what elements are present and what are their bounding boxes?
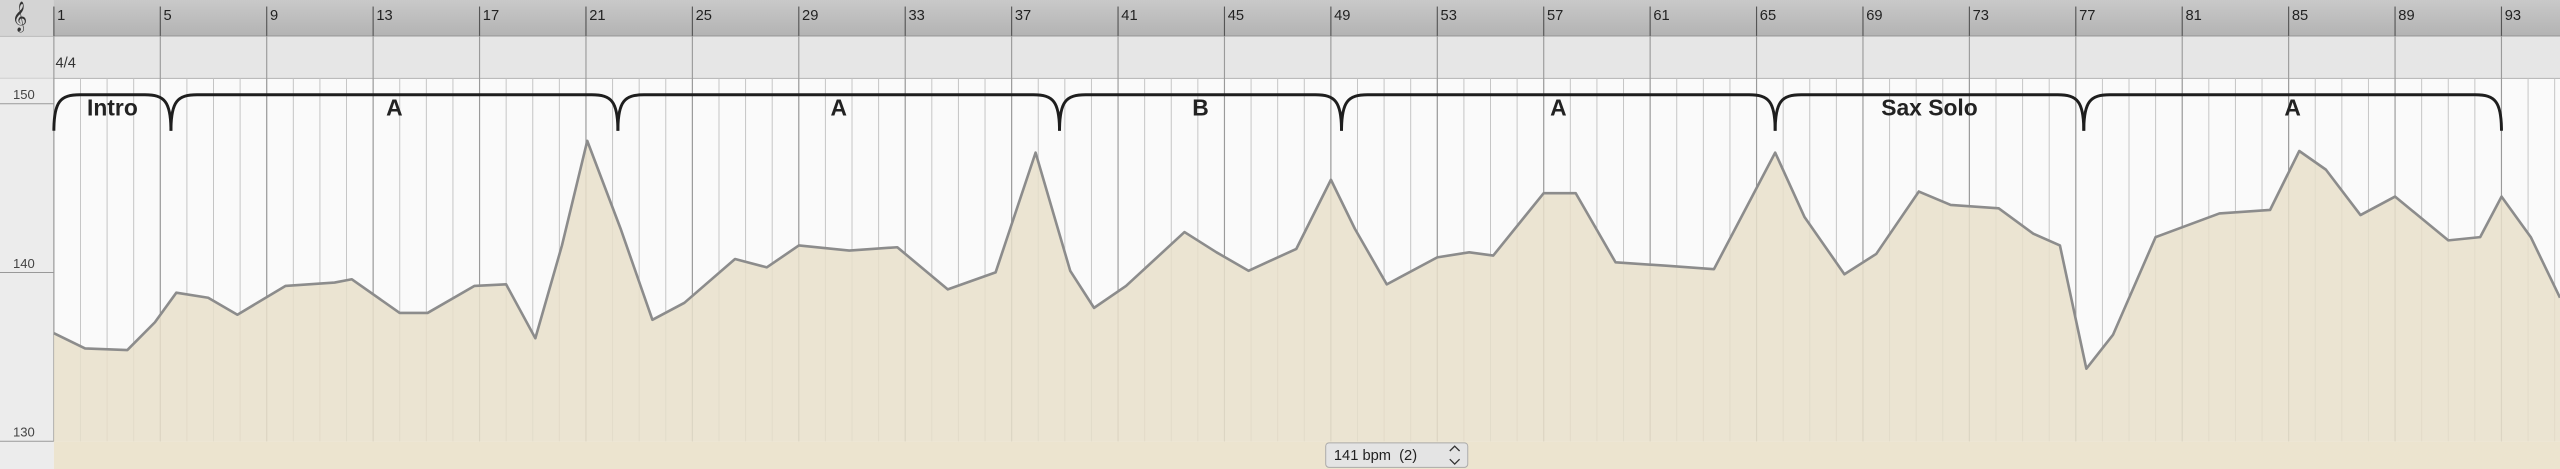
x-tick-label: 77 [2079,8,2095,24]
section-bracket [1773,93,2086,131]
dropdown-arrows [1449,445,1461,466]
x-tick-label: 85 [2292,8,2308,24]
section-bracket [616,93,1061,131]
x-tick-label: 13 [376,8,392,24]
y-tick-label: 140 [13,256,35,271]
tempo-area [53,140,2560,442]
section-bracket [2082,93,2503,131]
x-tick-label: 37 [1015,8,1031,24]
section-label: Sax Solo [1881,95,1978,121]
section-label: A [830,95,847,121]
x-tick-label: 57 [1547,8,1563,24]
x-tick-label: 5 [164,8,172,24]
section-label: A [2284,95,2301,121]
tempo-line [53,139,2560,370]
x-tick-label: 9 [270,8,278,24]
tempo-scale-gutter [0,78,54,469]
section-bracket [1340,93,1777,131]
x-tick-label: 69 [1866,8,1882,24]
clef-button[interactable] [0,0,54,36]
x-tick-label: 45 [1228,8,1244,24]
x-tick-label: 17 [483,8,499,24]
section-label: B [1192,95,1209,121]
x-tick-label: 93 [2505,8,2521,24]
x-tick-label: 29 [802,8,818,24]
x-tick-label: 49 [1334,8,1350,24]
y-tick-label: 150 [13,87,35,102]
x-tick-label: 73 [1973,8,1989,24]
x-tick-label: 41 [1121,8,1137,24]
tempo-footer [53,441,2560,469]
x-tick-label: 25 [696,8,712,24]
section-label: A [1550,95,1567,121]
x-tick-label: 65 [1760,8,1776,24]
section-bracket [52,93,173,131]
x-tick-label: 33 [908,8,924,24]
y-tick-label: 130 [13,424,35,439]
x-tick-label: 21 [589,8,605,24]
x-tick-label: 53 [1441,8,1457,24]
tempo-dropdown[interactable] [1325,442,1469,468]
time-signature: 4/4 [56,56,76,72]
signature-row [0,35,2560,79]
section-label: Intro [87,95,138,121]
x-tick-label: 1 [57,8,65,24]
clef-icon: 𝄞 [12,1,27,33]
x-tick-label: 61 [1653,8,1669,24]
x-tick-label: 89 [2398,8,2414,24]
tempo-dropdown-label: 141 bpm (2) [1334,448,1417,464]
x-tick-label: 81 [2185,8,2201,24]
section-bracket [169,93,620,131]
section-label: A [386,95,403,121]
section-bracket [1058,93,1343,131]
bar-ruler [0,0,2560,36]
